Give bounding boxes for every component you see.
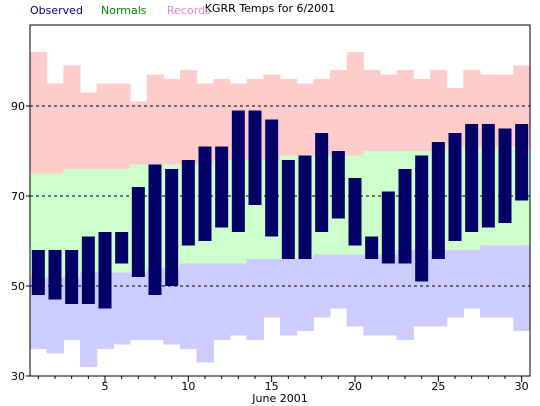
observed-bar-day-19 — [331, 151, 345, 219]
observed-bar-day-13 — [231, 110, 245, 232]
normal-low-band-day-9 — [163, 268, 181, 345]
observed-bar-day-6 — [115, 232, 129, 264]
normal-low-band-day-25 — [430, 250, 448, 327]
observed-bar-day-21 — [365, 236, 379, 259]
observed-bar-day-20 — [348, 178, 362, 246]
observed-bar-day-10 — [181, 160, 195, 246]
observed-bar-day-24 — [415, 155, 429, 282]
normal-low-band-day-18 — [313, 254, 331, 318]
normal-low-band-day-29 — [496, 245, 514, 318]
normal-low-band-day-27 — [463, 250, 481, 309]
normal-low-band-day-11 — [196, 263, 214, 363]
observed-bar-day-14 — [248, 110, 262, 205]
legend-records: Records — [167, 4, 211, 17]
y-tick-label-30: 30 — [11, 370, 25, 383]
observed-bar-day-9 — [165, 169, 179, 286]
observed-bar-day-27 — [465, 124, 479, 232]
x-tick-label-30: 30 — [515, 380, 529, 393]
normal-low-band-day-10 — [180, 263, 198, 349]
observed-bar-day-11 — [198, 146, 212, 241]
normal-low-band-day-19 — [330, 254, 348, 309]
y-tick-label-90: 90 — [11, 100, 25, 113]
normal-low-band-day-15 — [263, 259, 281, 318]
observed-bar-day-17 — [298, 155, 312, 259]
observed-bar-day-29 — [498, 128, 512, 223]
normal-low-band-day-22 — [380, 254, 398, 336]
x-tick-label-5: 5 — [102, 380, 109, 393]
observed-bar-day-7 — [131, 187, 145, 277]
normal-low-band-day-26 — [446, 250, 464, 318]
legend-normals: Normals — [101, 4, 147, 17]
chart-title: KGRR Temps for 6/2001 — [204, 2, 336, 15]
observed-bar-day-4 — [81, 236, 95, 304]
x-tick-label-10: 10 — [181, 380, 195, 393]
observed-bar-day-5 — [98, 232, 112, 309]
normal-low-band-day-23 — [396, 250, 414, 340]
x-tick-label-15: 15 — [265, 380, 279, 393]
y-tick-label-50: 50 — [11, 280, 25, 293]
normal-low-band-day-16 — [280, 259, 298, 336]
observed-bar-day-28 — [481, 124, 495, 228]
x-tick-label-20: 20 — [348, 380, 362, 393]
observed-bar-day-2 — [48, 250, 62, 300]
observed-bar-day-26 — [448, 133, 462, 241]
observed-bar-day-25 — [431, 142, 445, 259]
y-tick-label-70: 70 — [11, 190, 25, 203]
normal-low-band-day-20 — [346, 254, 364, 327]
normal-low-band-day-30 — [513, 245, 531, 331]
observed-bar-day-3 — [65, 250, 79, 304]
legend-observed: Observed — [30, 4, 83, 17]
normal-low-band-day-6 — [113, 272, 131, 345]
x-axis-label: June 2001 — [251, 392, 307, 405]
observed-bar-day-8 — [148, 164, 162, 295]
plot-frame — [29, 24, 531, 377]
observed-bar-day-15 — [265, 119, 279, 237]
normal-low-band-day-21 — [363, 254, 381, 336]
normal-low-band-day-17 — [296, 259, 314, 331]
observed-bar-day-1 — [31, 250, 45, 295]
observed-bar-day-18 — [315, 133, 329, 232]
normal-low-band-day-13 — [230, 263, 248, 336]
normals-band-day-21 — [363, 151, 381, 255]
observed-bar-day-23 — [398, 169, 412, 264]
normal-low-band-day-28 — [480, 245, 498, 318]
observed-bar-day-16 — [281, 160, 295, 259]
observed-bar-day-12 — [215, 146, 229, 228]
normal-low-band-day-14 — [246, 259, 264, 340]
observed-bar-day-22 — [381, 191, 395, 264]
normal-low-band-day-7 — [130, 272, 148, 340]
observed-bar-day-30 — [515, 124, 529, 201]
x-tick-label-25: 25 — [431, 380, 445, 393]
normal-low-band-day-12 — [213, 263, 231, 340]
